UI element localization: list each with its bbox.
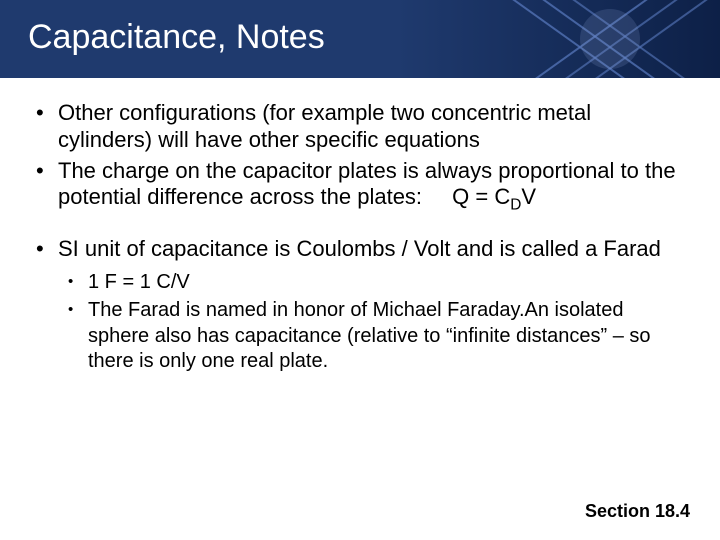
bullet-list-main: SI unit of capacitance is Coulombs / Vol… (34, 236, 686, 375)
header-decoration (460, 0, 720, 78)
slide-header: Capacitance, Notes (0, 0, 720, 78)
bullet-list-main: Other configurations (for example two co… (34, 100, 686, 216)
section-footer: Section 18.4 (585, 501, 690, 522)
bullet-item: SI unit of capacitance is Coulombs / Vol… (34, 236, 686, 375)
sub-bullet-text: 1 F = 1 C/V (88, 271, 190, 293)
bullet-item: Other configurations (for example two co… (34, 100, 686, 154)
bullet-text: The charge on the capacitor plates is al… (58, 158, 676, 210)
equation-part: V (521, 184, 536, 209)
slide-content: Other configurations (for example two co… (0, 78, 720, 375)
slide-title: Capacitance, Notes (28, 18, 325, 57)
equation-subscript: D (510, 197, 521, 214)
equation: Q = CDV (452, 184, 536, 215)
bullet-list-sub: 1 F = 1 C/V The Farad is named in honor … (66, 270, 686, 374)
bullet-text: Other configurations (for example two co… (58, 100, 591, 152)
equation-part: Q = C (452, 184, 510, 209)
bullet-item: The charge on the capacitor plates is al… (34, 158, 686, 216)
sub-bullet-text: The Farad is named in honor of Michael F… (88, 299, 651, 372)
sub-bullet-item: 1 F = 1 C/V (66, 270, 686, 296)
bullet-text: SI unit of capacitance is Coulombs / Vol… (58, 236, 661, 261)
sub-bullet-item: The Farad is named in honor of Michael F… (66, 298, 686, 375)
spacer (34, 220, 686, 236)
